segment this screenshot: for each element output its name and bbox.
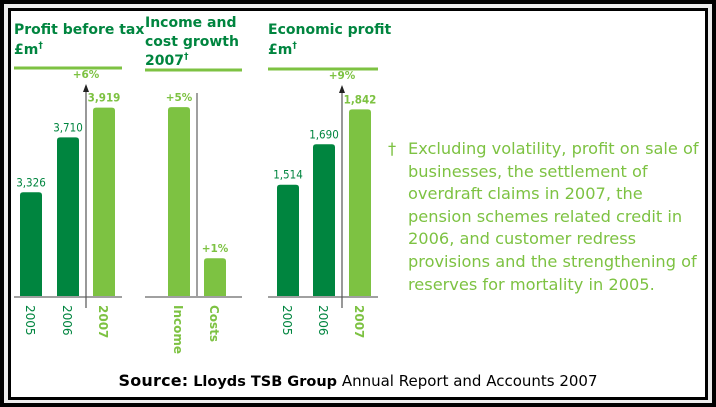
growth-annotation: +9% xyxy=(329,70,356,82)
panel3-subtitle: £m† xyxy=(268,41,297,58)
category-label-2007: 2007 xyxy=(96,305,110,338)
growth-arrow-head-icon xyxy=(83,84,89,92)
footnote-line: 2006, and customer redress xyxy=(408,229,637,249)
category-label-income: Income xyxy=(171,305,185,354)
panel1-title: Profit before tax xyxy=(14,22,144,38)
value-label-income: +5% xyxy=(166,92,193,104)
bar-costs xyxy=(204,258,226,296)
category-label-2006: 2006 xyxy=(316,305,330,336)
category-label-costs: Costs xyxy=(207,305,221,342)
panel-economic-profit: Economic profit £m† 1,514 2005 1,690 2006 1,… xyxy=(268,22,392,338)
footnote: † Excluding volatility, profit on sale o… xyxy=(388,138,706,296)
category-label-2005: 2005 xyxy=(23,305,37,336)
footnote-line: overdraft claims in 2007, the xyxy=(408,184,643,204)
panel2-title-line3: 2007† xyxy=(145,52,189,69)
panel1-subtitle: £m† xyxy=(14,41,43,58)
footnote-line: businesses, the settlement of xyxy=(408,161,648,181)
category-label-2005: 2005 xyxy=(280,305,294,336)
bar-2006 xyxy=(57,137,79,296)
panel2-title-line2: cost growth xyxy=(145,34,239,50)
category-label-2006: 2006 xyxy=(60,305,74,336)
panel3-title: Economic profit xyxy=(268,22,392,38)
value-label-2005: 3,326 xyxy=(16,175,46,189)
category-label-2007: 2007 xyxy=(352,305,366,338)
bar-2005 xyxy=(20,192,42,296)
growth-arrow-head-icon xyxy=(339,85,345,93)
bar-income xyxy=(168,107,190,296)
value-label-2006: 1,690 xyxy=(309,127,339,141)
footnote-line: Excluding volatility, profit on sale of xyxy=(408,139,699,158)
footnote-line: pension schemes related credit in xyxy=(408,206,683,226)
growth-annotation: +6% xyxy=(73,69,100,81)
footnote-dagger: † xyxy=(388,139,397,158)
source-label: Source: xyxy=(118,371,189,390)
panel2-title-line1: Income and xyxy=(145,15,237,31)
value-label-2007: 3,919 xyxy=(88,91,121,105)
value-label-costs: +1% xyxy=(202,243,229,255)
panel-income-cost-growth: Income and cost growth 2007† +5% Income +1… xyxy=(145,15,242,354)
source-document: Annual Report and Accounts 2007 xyxy=(341,372,598,390)
value-label-2006: 3,710 xyxy=(53,120,83,134)
value-label-2005: 1,514 xyxy=(273,168,303,182)
footnote-line: provisions and the strengthening of xyxy=(408,251,697,271)
source-line: Source: Lloyds TSB Group Annual Report a… xyxy=(0,371,716,390)
panel-profit-before-tax: Profit before tax £m† 3,326 2005 3,710 2006… xyxy=(14,22,144,338)
bar-2006 xyxy=(313,144,335,296)
value-label-2007: 1,842 xyxy=(344,92,377,106)
source-organization: Lloyds TSB Group xyxy=(193,374,338,390)
bar-2007 xyxy=(349,109,371,296)
bar-2005 xyxy=(277,184,299,296)
bar-2007 xyxy=(93,107,115,296)
footnote-line: reserves for mortality in 2005. xyxy=(408,274,655,294)
